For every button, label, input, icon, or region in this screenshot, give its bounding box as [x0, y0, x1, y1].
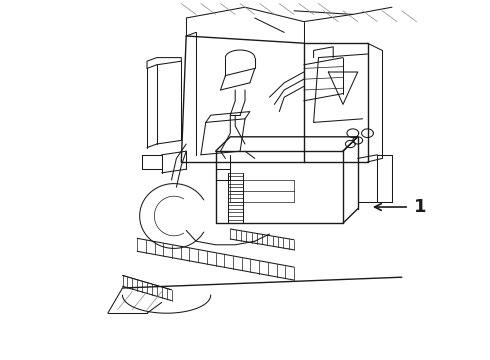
Text: 1: 1: [414, 198, 427, 216]
